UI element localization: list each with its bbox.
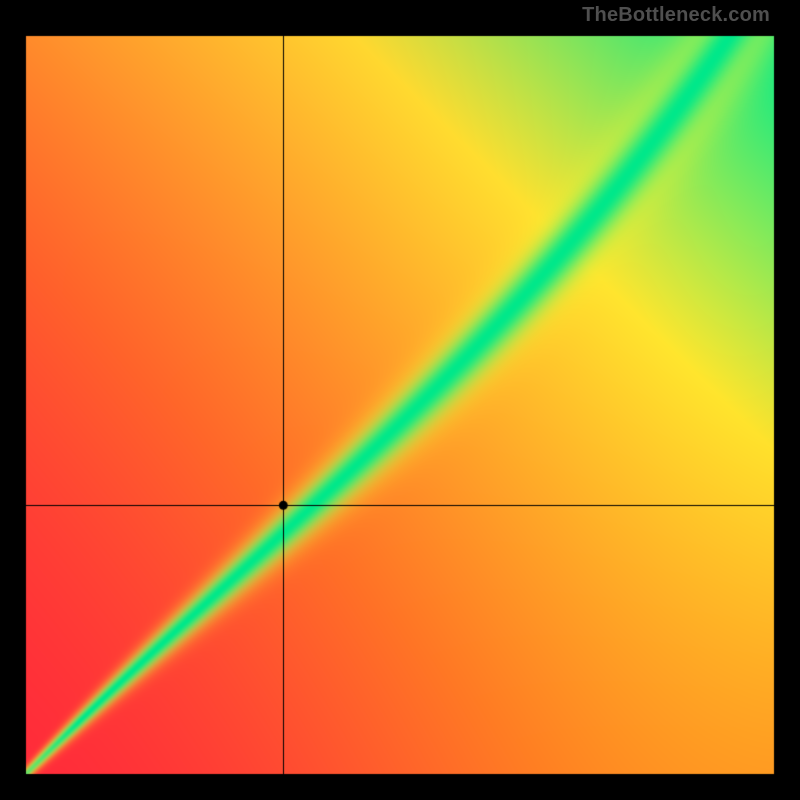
chart-container: TheBottleneck.com xyxy=(0,0,800,800)
bottleneck-heatmap xyxy=(0,0,800,800)
attribution-label: TheBottleneck.com xyxy=(582,4,770,27)
